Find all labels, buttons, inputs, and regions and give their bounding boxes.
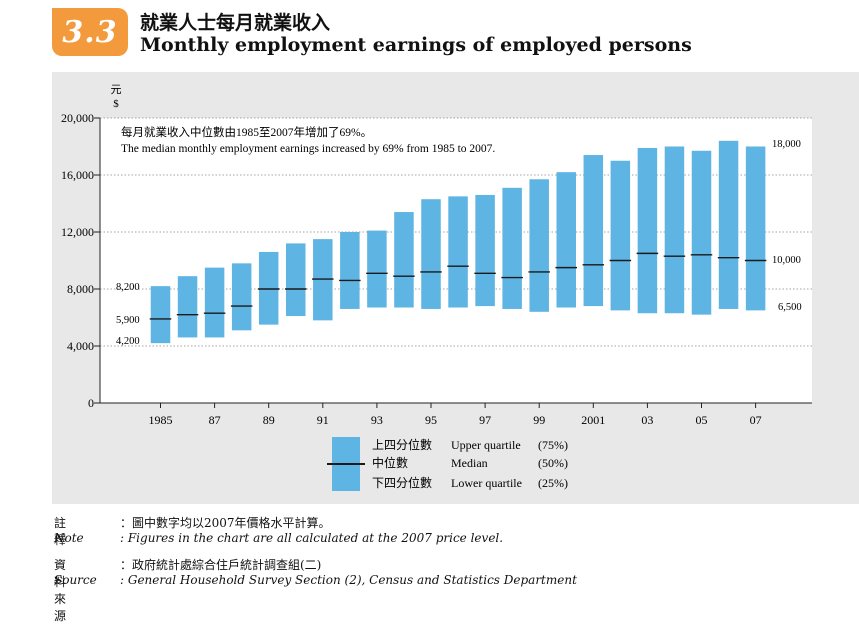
data-label-right-median: 10,000 bbox=[772, 255, 801, 266]
legend-upper-zh: 上四分位數 bbox=[372, 437, 432, 452]
annotation-zh: 每月就業收入中位數由1985至2007年增加了69%。 bbox=[121, 125, 372, 139]
bar-1985 bbox=[150, 286, 171, 344]
bar-1990 bbox=[286, 243, 306, 317]
y-tick-label: 12,000 bbox=[61, 225, 94, 239]
note-label-en: Note bbox=[54, 531, 84, 545]
chart-title-zh: 就業人士每月就業收入 bbox=[140, 12, 331, 34]
bar-2000 bbox=[556, 172, 576, 308]
data-label-left-lower: 4,200 bbox=[116, 336, 140, 347]
bar-2007 bbox=[745, 146, 766, 311]
legend-median-zh: 中位數 bbox=[372, 455, 408, 470]
bar-2002 bbox=[610, 160, 631, 311]
y-tick-label: 8,000 bbox=[67, 282, 94, 296]
x-tick-label: 95 bbox=[425, 413, 437, 427]
y-unit: $ bbox=[113, 98, 119, 110]
bar-1997 bbox=[475, 194, 495, 307]
bar-1993 bbox=[367, 230, 387, 308]
x-tick-label: 93 bbox=[371, 413, 383, 427]
bar-1994 bbox=[394, 212, 414, 308]
legend-median-en: Median bbox=[451, 456, 488, 470]
bar-2001 bbox=[583, 155, 604, 307]
x-tick-label: 89 bbox=[263, 413, 275, 427]
legend-upper-en: Upper quartile bbox=[451, 438, 521, 452]
bar-1987 bbox=[204, 267, 225, 338]
x-tick-label: 91 bbox=[317, 413, 329, 427]
bar-1991 bbox=[313, 239, 333, 321]
section-badge: 3.3 bbox=[52, 8, 128, 56]
x-tick-label: 99 bbox=[533, 413, 545, 427]
data-label-left-median: 5,900 bbox=[116, 315, 140, 326]
source-text-en: : General Household Survey Section (2), … bbox=[120, 573, 577, 587]
bar-1992 bbox=[340, 232, 360, 309]
source-label-en: Source bbox=[54, 573, 97, 587]
section-number: 3.3 bbox=[62, 14, 118, 50]
bar-1995 bbox=[421, 199, 441, 309]
x-tick-label: 87 bbox=[209, 413, 221, 427]
x-tick-label: 07 bbox=[750, 413, 762, 427]
bar-1998 bbox=[502, 187, 522, 309]
bar-2003 bbox=[637, 147, 658, 314]
y-tick-label: 16,000 bbox=[61, 168, 94, 182]
data-label-right-lower: 6,500 bbox=[778, 302, 802, 313]
bar-1989 bbox=[258, 251, 279, 325]
legend-median-pct: (50%) bbox=[538, 456, 568, 470]
legend-lower-pct: (25%) bbox=[538, 476, 568, 490]
source-text-zh: ：政府統計處綜合住戶統計調查組(二) bbox=[120, 558, 322, 572]
y-tick-label: 0 bbox=[88, 396, 94, 410]
y-unit-zh: 元 bbox=[111, 84, 122, 96]
y-tick-label: 20,000 bbox=[61, 111, 94, 125]
note-label-zh: 註釋 bbox=[54, 516, 67, 547]
x-tick-label: 05 bbox=[696, 413, 708, 427]
data-label-left-upper: 8,200 bbox=[116, 282, 140, 293]
legend-lower-zh: 下四分位數 bbox=[372, 475, 432, 490]
x-tick-label: 1985 bbox=[149, 413, 173, 427]
bar-1996 bbox=[448, 196, 468, 308]
bar-2004 bbox=[664, 146, 685, 314]
annotation-en: The median monthly employment earnings i… bbox=[121, 143, 495, 155]
data-label-right-upper: 18,000 bbox=[772, 139, 801, 150]
x-tick-label: 97 bbox=[479, 413, 491, 427]
x-tick-label: 03 bbox=[641, 413, 653, 427]
x-tick-label: 2001 bbox=[581, 413, 605, 427]
bar-2006 bbox=[718, 140, 739, 309]
note-text-zh: ：圖中數字均以2007年價格水平計算。 bbox=[120, 516, 331, 530]
bar-1999 bbox=[529, 179, 549, 312]
bar-1986 bbox=[177, 276, 198, 338]
legend-lower-en: Lower quartile bbox=[451, 476, 522, 490]
note-text-en: : Figures in the chart are all calculate… bbox=[120, 531, 504, 545]
bar-1988 bbox=[231, 263, 252, 331]
chart-title-en: Monthly employment earnings of employed … bbox=[140, 34, 692, 56]
bar-2005 bbox=[691, 150, 712, 315]
legend-upper-pct: (75%) bbox=[538, 438, 568, 452]
y-tick-label: 4,000 bbox=[67, 339, 94, 353]
legend: 上四分位數 中位數 下四分位數 Upper quartile Median Lo… bbox=[327, 437, 568, 491]
